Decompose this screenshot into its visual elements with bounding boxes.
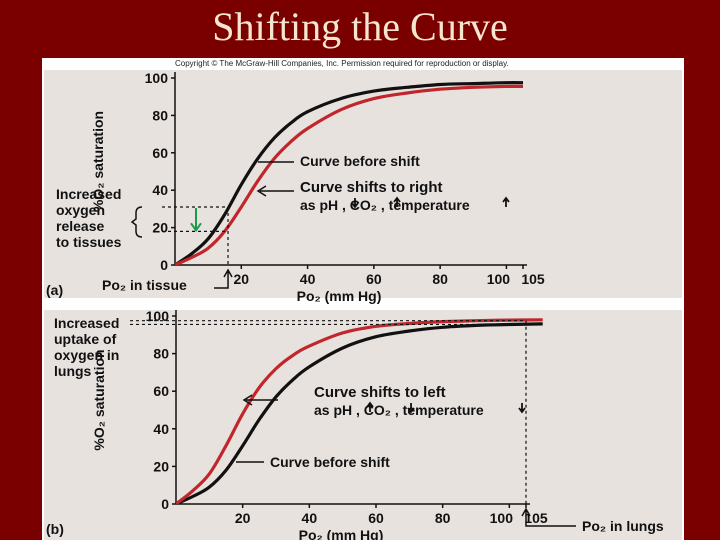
release-label-line: oxygen [56, 202, 105, 218]
lungs-po2-arrow [521, 507, 576, 527]
shift-right-label: Curve shifts to right [300, 179, 443, 196]
co2-increase-arrow [393, 196, 401, 207]
x-tick-label: 100 [490, 510, 514, 526]
release-label-line: to tissues [56, 234, 122, 250]
x-tick-label: 105 [521, 271, 545, 287]
y-tick-label: 60 [152, 145, 168, 161]
series-line-shifted [175, 84, 524, 265]
before-shift-label: Curve before shift [300, 153, 420, 169]
panel-b-background [44, 310, 682, 540]
y-tick-label: 40 [153, 421, 169, 437]
panel-label: (b) [46, 521, 64, 537]
shift-right-conditions: as pH , CO₂ , temperature [300, 197, 470, 213]
before-shift-label-b: Curve before shift [270, 454, 390, 470]
release-bracket [130, 206, 143, 238]
chart-b: 0 20 40 60 80 100 20 40 60 80 100 105 Po₂ (mm Hg) %O₂… [46, 308, 664, 540]
x-tick-label: 20 [233, 271, 249, 287]
slide-title: Shifting the Curve [212, 4, 508, 49]
y-tick-label: 80 [152, 107, 168, 123]
uptake-label-line: lungs [54, 363, 92, 379]
shift-left-pointer [242, 394, 278, 406]
series-line-before-shift [175, 81, 524, 265]
ph-decrease-arrow [351, 198, 359, 209]
x-tick-label: 80 [432, 271, 448, 287]
x-tick-label: 40 [302, 510, 318, 526]
tissue-po2-arrow [214, 268, 233, 289]
shift-right-pointer [256, 185, 294, 197]
x-axis-label: Po₂ (mm Hg) [297, 288, 382, 304]
x-tick-label: 60 [368, 510, 384, 526]
panel-label: (a) [46, 282, 63, 298]
uptake-label-line: uptake of [54, 331, 117, 347]
chart-a: 0 20 40 60 80 100 20 40 60 80 100 105 Po₂ (mm Hg) %O₂… [46, 70, 545, 304]
release-indicator-arrow [190, 208, 202, 233]
x-tick-label: 60 [366, 271, 382, 287]
copyright-notice: Copyright © The McGraw-Hill Companies, I… [175, 59, 509, 68]
series-line-before-shift [176, 322, 543, 504]
temperature-increase-arrow [502, 196, 510, 207]
y-tick-label: 80 [153, 346, 169, 362]
y-tick-label: 20 [153, 458, 169, 474]
x-tick-label: 100 [487, 271, 511, 287]
y-tick-label: 0 [160, 257, 168, 273]
x-tick-label: 105 [524, 510, 548, 526]
ph-increase-arrow [366, 401, 374, 412]
shift-left-label: Curve shifts to left [314, 384, 446, 401]
uptake-label-line: oxygen in [54, 347, 119, 363]
co2-decrease-arrow [407, 403, 415, 414]
x-tick-label: 20 [235, 510, 251, 526]
lungs-po2-label: Po₂ in lungs [582, 518, 664, 534]
y-axis-label: %O₂ saturation [90, 111, 106, 212]
uptake-label-line: Increased [54, 315, 119, 331]
release-label-line: release [56, 218, 104, 234]
figure-panel: Copyright © The McGraw-Hill Companies, I… [42, 58, 684, 540]
y-tick-label: 0 [161, 496, 169, 512]
y-tick-label: 40 [152, 182, 168, 198]
x-axis-label: Po₂ (mm Hg) [299, 527, 384, 540]
panel-a-background [44, 70, 682, 298]
oxygen-dissociation-figure: Copyright © The McGraw-Hill Companies, I… [44, 59, 682, 540]
x-tick-label: 80 [435, 510, 451, 526]
y-tick-label: 100 [145, 70, 169, 86]
shift-left-conditions: as pH , CO₂ , temperature [314, 402, 484, 418]
y-tick-label: 20 [152, 220, 168, 236]
tissue-po2-label: Po₂ in tissue [102, 277, 187, 293]
y-axis-label: %O₂ saturation [91, 349, 107, 450]
x-tick-label: 40 [300, 271, 316, 287]
series-line-shifted [176, 318, 543, 504]
release-label-line: Increased [56, 186, 121, 202]
y-tick-label: 100 [146, 308, 170, 324]
y-tick-label: 60 [153, 383, 169, 399]
temperature-decrease-arrow [518, 403, 526, 414]
